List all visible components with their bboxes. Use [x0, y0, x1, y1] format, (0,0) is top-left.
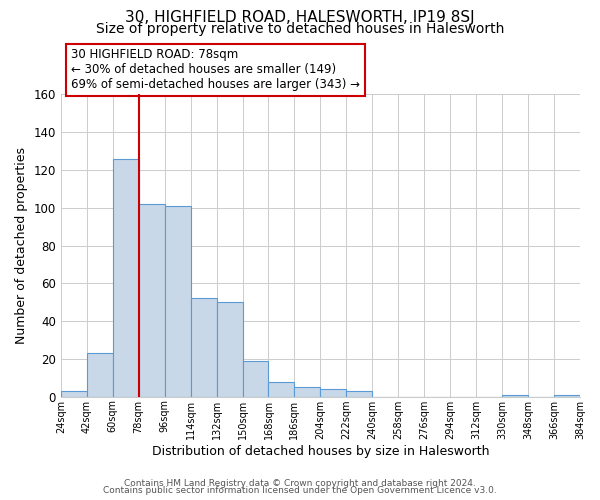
Bar	[87, 353, 113, 397]
Bar	[113, 158, 139, 396]
Text: 30 HIGHFIELD ROAD: 78sqm
← 30% of detached houses are smaller (149)
69% of semi-: 30 HIGHFIELD ROAD: 78sqm ← 30% of detach…	[71, 48, 360, 92]
Bar	[502, 395, 528, 396]
Text: Contains public sector information licensed under the Open Government Licence v3: Contains public sector information licen…	[103, 486, 497, 495]
Bar	[191, 298, 217, 396]
Bar	[346, 391, 373, 396]
Bar	[139, 204, 164, 396]
Bar	[164, 206, 191, 396]
Text: Contains HM Land Registry data © Crown copyright and database right 2024.: Contains HM Land Registry data © Crown c…	[124, 478, 476, 488]
Bar	[242, 361, 268, 396]
Bar	[320, 389, 346, 396]
Bar	[554, 395, 580, 396]
Bar	[217, 302, 242, 396]
Bar	[295, 387, 320, 396]
Y-axis label: Number of detached properties: Number of detached properties	[15, 147, 28, 344]
Text: Size of property relative to detached houses in Halesworth: Size of property relative to detached ho…	[96, 22, 504, 36]
Bar	[61, 391, 87, 396]
X-axis label: Distribution of detached houses by size in Halesworth: Distribution of detached houses by size …	[152, 444, 489, 458]
Text: 30, HIGHFIELD ROAD, HALESWORTH, IP19 8SJ: 30, HIGHFIELD ROAD, HALESWORTH, IP19 8SJ	[125, 10, 475, 25]
Bar	[268, 382, 295, 396]
